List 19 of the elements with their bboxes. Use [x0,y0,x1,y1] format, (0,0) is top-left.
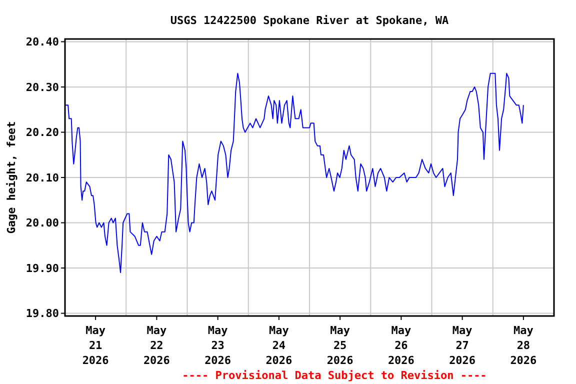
line-series [65,72,524,274]
y-tick-label: 20.40 [26,36,59,49]
x-tick-label: May 22 2026 [143,324,170,367]
x-tick-label: May 26 2026 [388,324,415,367]
x-tick-label: May 24 2026 [266,324,293,367]
x-tick-label: May 21 2026 [82,324,110,367]
y-tick-label: 19.80 [26,307,59,320]
chart-title: USGS 12422500 Spokane River at Spokane, WA [170,14,449,27]
y-axis-title: Gage height, feet [5,121,18,234]
y-tick-label: 20.10 [26,171,59,184]
y-tick-label: 20.00 [26,216,59,230]
x-tick-label: May 28 2026 [510,324,538,367]
x-tick-label: May 23 2026 [204,324,232,367]
y-tick-label: 20.30 [26,80,59,94]
x-tick-label: May 25 2026 [326,324,354,367]
y-tick-label: 20.20 [26,126,59,140]
x-tick-label: May 27 2026 [449,324,476,367]
y-tick-label: 19.90 [26,262,59,275]
text: ---- Provisional Data Subject to Revision ---- [182,369,487,382]
